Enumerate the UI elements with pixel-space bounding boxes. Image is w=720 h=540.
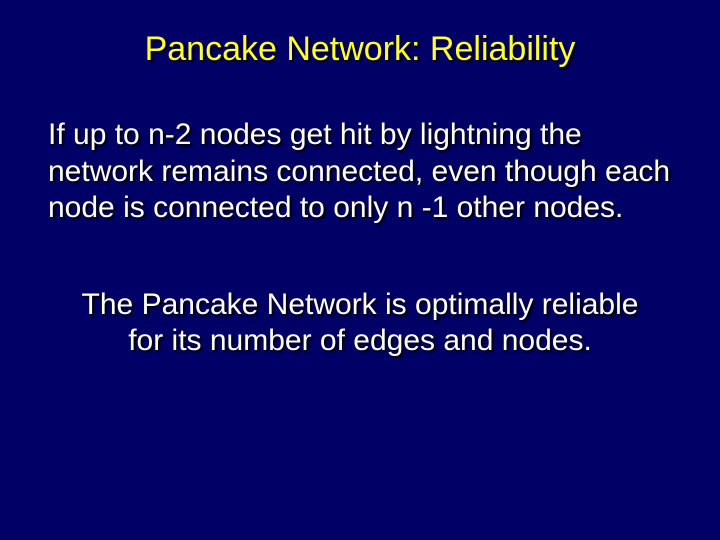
body-paragraph-2: The Pancake Network is optimally reliabl…: [48, 287, 672, 360]
body-paragraph-1: If up to n-2 nodes get hit by lightning …: [48, 117, 672, 227]
slide-title: Pancake Network: Reliability: [48, 30, 672, 69]
